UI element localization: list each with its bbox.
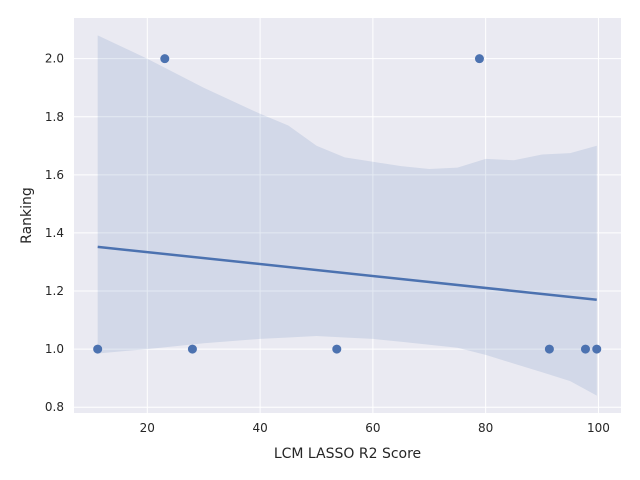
data-point: [544, 344, 554, 354]
x-axis-ticks: 20 40 60 80 100: [140, 421, 610, 435]
data-point: [592, 344, 602, 354]
data-point: [93, 344, 103, 354]
y-tick-label: 1.6: [45, 168, 64, 182]
x-tick-label: 60: [365, 421, 380, 435]
data-point: [332, 344, 342, 354]
data-point: [160, 54, 170, 64]
data-points: [93, 54, 602, 354]
plot-area: [74, 18, 621, 413]
x-tick-label: 100: [587, 421, 610, 435]
y-tick-label: 1.4: [45, 226, 64, 240]
x-tick-label: 80: [478, 421, 493, 435]
data-point: [187, 344, 197, 354]
data-point: [580, 344, 590, 354]
x-tick-label: 20: [140, 421, 155, 435]
confidence-band: [97, 35, 597, 396]
data-point: [474, 54, 484, 64]
y-tick-label: 1.8: [45, 110, 64, 124]
x-tick-label: 40: [252, 421, 267, 435]
y-axis-ticks: 0.8 1.0 1.2 1.4 1.6 1.8 2.0: [45, 52, 64, 415]
y-tick-label: 1.0: [45, 342, 64, 356]
x-axis-title: LCM LASSO R2 Score: [274, 446, 421, 462]
grid: [74, 18, 621, 413]
y-tick-label: 0.8: [45, 400, 64, 414]
y-tick-label: 2.0: [45, 52, 64, 66]
y-axis-title: Ranking: [19, 187, 35, 244]
y-tick-label: 1.2: [45, 284, 64, 298]
regression-line: [97, 245, 597, 301]
